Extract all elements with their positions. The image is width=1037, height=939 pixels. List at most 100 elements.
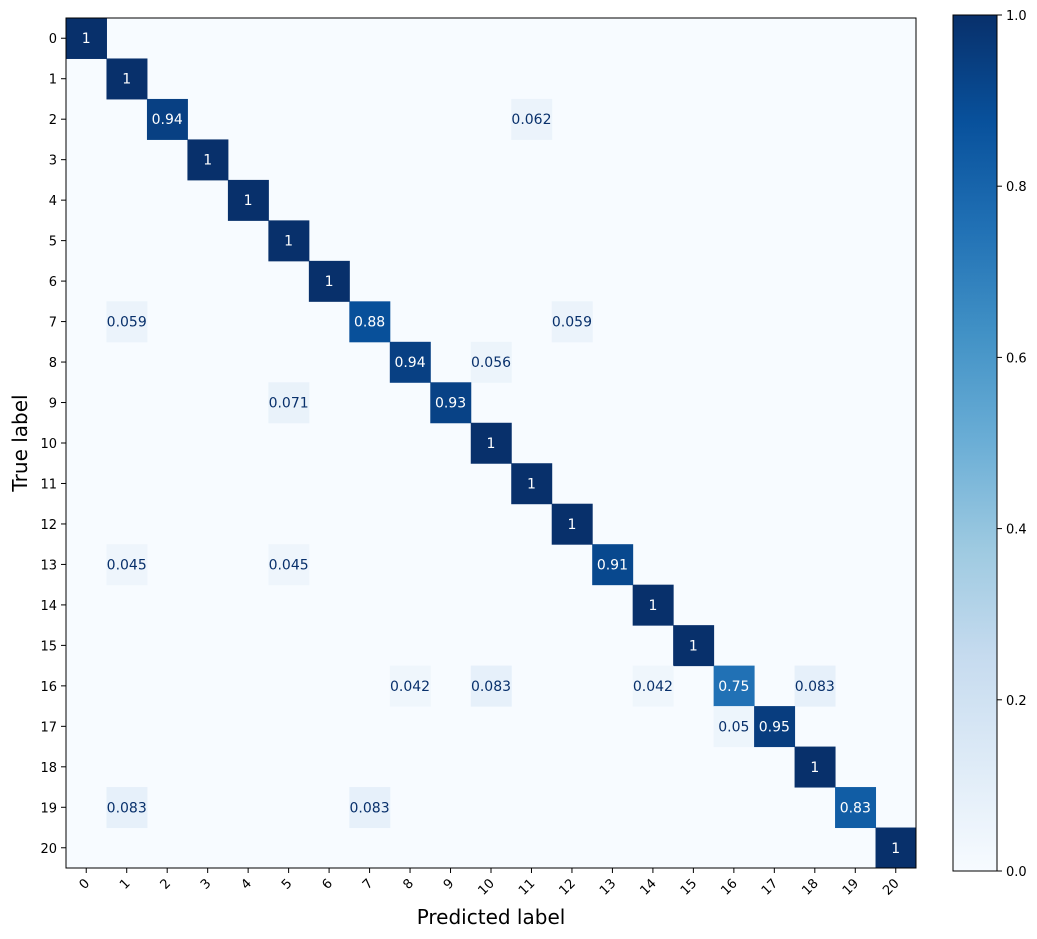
colorbar-tick-label: 0.4 bbox=[1006, 523, 1027, 538]
y-tick-label: 4 bbox=[49, 194, 57, 209]
heatmap-cell bbox=[632, 584, 674, 626]
heatmap-cell bbox=[106, 787, 148, 829]
y-tick-label: 7 bbox=[49, 316, 57, 331]
heatmap-cell bbox=[268, 544, 310, 586]
heatmap-cell bbox=[106, 301, 148, 343]
y-tick-label: 10 bbox=[40, 437, 57, 452]
heatmap-cell bbox=[389, 665, 431, 707]
cell-value-label: 1 bbox=[122, 72, 131, 88]
x-tick-label: 12 bbox=[556, 876, 578, 898]
cell-value-label: 0.05 bbox=[718, 719, 749, 735]
y-tick-label: 1 bbox=[49, 73, 57, 88]
heatmap-cell bbox=[349, 301, 391, 343]
y-tick-label: 3 bbox=[49, 154, 57, 169]
cell-value-label: 0.045 bbox=[269, 557, 309, 573]
cell-value-label: 0.056 bbox=[471, 355, 511, 371]
heatmap-cell bbox=[470, 665, 512, 707]
colorbar-tick-label: 0.2 bbox=[1006, 694, 1027, 709]
cell-value-label: 0.045 bbox=[107, 557, 147, 573]
y-axis-label: True label bbox=[8, 394, 32, 492]
cell-value-label: 1 bbox=[203, 153, 212, 169]
cell-value-label: 0.059 bbox=[107, 315, 147, 331]
x-tick-label: 13 bbox=[597, 876, 619, 898]
x-tick-label: 17 bbox=[759, 876, 781, 898]
colorbar-tick-label: 0.8 bbox=[1006, 180, 1027, 195]
x-tick-label: 11 bbox=[516, 876, 538, 898]
cell-value-label: 0.95 bbox=[759, 719, 790, 735]
heatmap-cell bbox=[713, 706, 755, 748]
y-tick-label: 15 bbox=[40, 639, 57, 654]
heatmap-cell bbox=[66, 18, 107, 59]
colorbar bbox=[952, 14, 998, 872]
cell-value-label: 0.94 bbox=[394, 355, 425, 371]
y-tick-label: 6 bbox=[49, 275, 57, 290]
y-tick-label: 11 bbox=[40, 477, 57, 492]
heatmap-cell bbox=[794, 746, 836, 788]
cell-value-label: 0.042 bbox=[633, 679, 673, 695]
heatmap-cell bbox=[470, 341, 512, 383]
heatmap-cell bbox=[470, 422, 512, 464]
cell-value-label: 0.083 bbox=[107, 800, 147, 816]
cell-value-label: 1 bbox=[244, 193, 253, 209]
heatmap-cell bbox=[875, 827, 917, 869]
cell-value-label: 1 bbox=[284, 234, 293, 250]
heatmap-cell bbox=[673, 625, 715, 667]
x-tick-label: 4 bbox=[239, 876, 255, 892]
colorbar-tick-label: 1.0 bbox=[1006, 9, 1027, 24]
cell-value-label: 1 bbox=[567, 517, 576, 533]
cell-value-label: 0.083 bbox=[350, 800, 390, 816]
cell-value-label: 1 bbox=[648, 598, 657, 614]
y-tick-label: 19 bbox=[40, 801, 57, 816]
cell-value-label: 0.083 bbox=[471, 679, 511, 695]
cell-value-label: 1 bbox=[689, 638, 698, 654]
heatmap-cell bbox=[268, 220, 310, 262]
cell-value-label: 1 bbox=[891, 841, 900, 857]
heatmap-cell bbox=[551, 503, 593, 545]
y-tick-label: 9 bbox=[49, 397, 57, 412]
heatmap-cell bbox=[389, 341, 431, 383]
heatmap-cell bbox=[511, 463, 553, 505]
colorbar-ticks: 0.0 0.2 0.4 0.6 0.8 1.0 bbox=[997, 9, 1027, 880]
y-tick-label: 17 bbox=[40, 720, 57, 735]
x-tick-label: 8 bbox=[400, 876, 416, 892]
y-tick-label: 2 bbox=[49, 113, 57, 128]
x-tick-label: 3 bbox=[198, 876, 214, 892]
x-tick-label: 7 bbox=[360, 876, 376, 892]
x-tick-label: 19 bbox=[840, 876, 862, 898]
x-axis-ticks: 0 1 2 3 4 5 6 7 8 9 10 11 12 13 14 15 16 17 18 19 20 bbox=[77, 868, 903, 899]
cell-value-label: 1 bbox=[82, 31, 91, 47]
y-tick-label: 12 bbox=[40, 518, 57, 533]
y-tick-label: 8 bbox=[49, 356, 57, 371]
x-tick-label: 14 bbox=[637, 876, 659, 898]
x-tick-label: 20 bbox=[880, 876, 902, 898]
heatmap-cell bbox=[632, 665, 674, 707]
heatmap-cells: 1 1 0.94 0.062 1 1 1 1 0.059 0.88 0.059 0.94 0.056 0.… bbox=[66, 18, 917, 869]
y-tick-label: 18 bbox=[40, 761, 57, 776]
cell-value-label: 0.93 bbox=[435, 396, 466, 412]
heatmap-cell bbox=[551, 301, 593, 343]
y-tick-label: 20 bbox=[40, 842, 57, 857]
x-tick-label: 16 bbox=[718, 876, 740, 898]
y-tick-label: 16 bbox=[40, 680, 57, 695]
heatmap-cell bbox=[106, 58, 148, 100]
heatmap-cell bbox=[713, 665, 755, 707]
cell-value-label: 0.083 bbox=[795, 679, 835, 695]
cell-value-label: 0.042 bbox=[390, 679, 430, 695]
x-tick-label: 18 bbox=[799, 876, 821, 898]
heatmap-cell bbox=[227, 179, 269, 221]
x-tick-label: 5 bbox=[279, 876, 295, 892]
x-tick-label: 1 bbox=[117, 876, 133, 892]
cell-value-label: 1 bbox=[810, 760, 819, 776]
x-tick-label: 0 bbox=[77, 876, 93, 892]
x-tick-label: 10 bbox=[476, 876, 498, 898]
heatmap-cell bbox=[430, 382, 472, 424]
heatmap-cell bbox=[754, 706, 796, 748]
cell-value-label: 0.88 bbox=[354, 315, 385, 331]
heatmap-cell bbox=[511, 98, 553, 140]
x-axis-label: Predicted label bbox=[417, 905, 566, 929]
cell-value-label: 0.059 bbox=[552, 315, 592, 331]
cell-value-label: 1 bbox=[487, 436, 496, 452]
heatmap-cell bbox=[187, 139, 229, 181]
